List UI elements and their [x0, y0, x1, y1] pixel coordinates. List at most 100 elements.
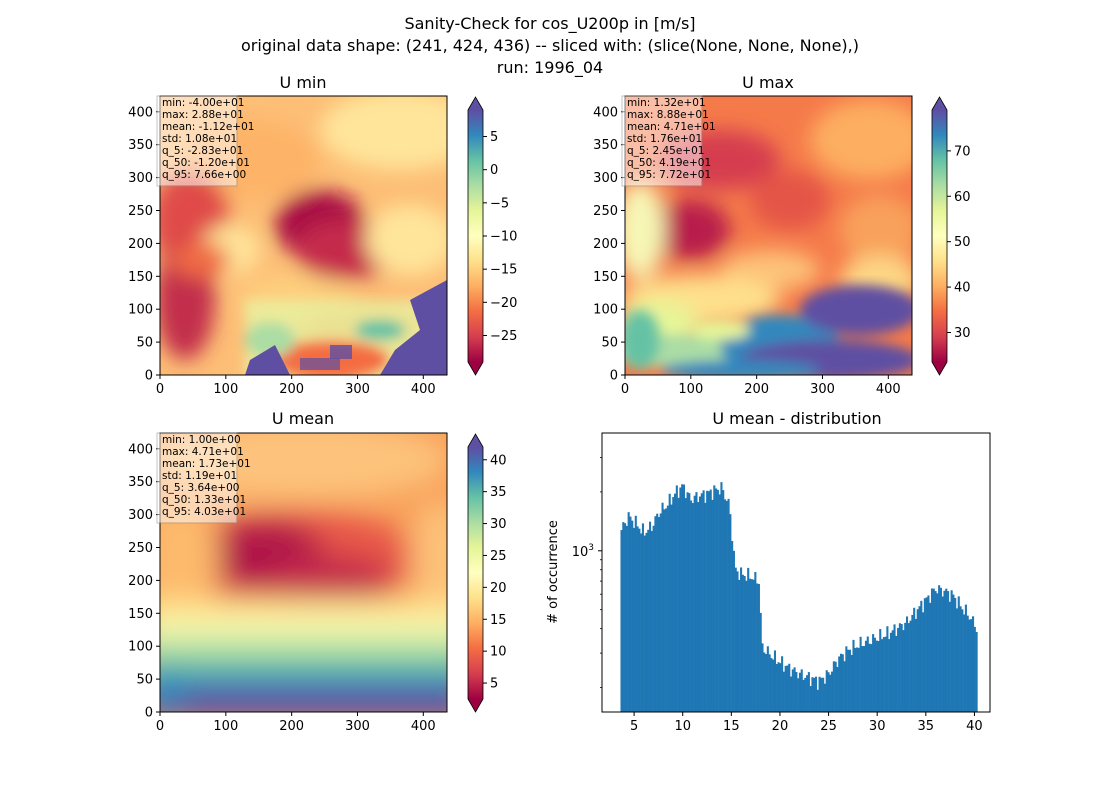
colorbar-tick-label: −10	[490, 230, 517, 245]
histogram-bar	[747, 567, 750, 712]
histogram-bar	[945, 588, 948, 712]
histogram-bar	[652, 525, 655, 712]
colorbar: 30 40 50 60 70	[931, 96, 971, 376]
colorbar-tick-label: 70	[954, 144, 971, 159]
histogram-bar	[690, 500, 693, 712]
x-tick-label: 300	[345, 382, 370, 397]
histogram-bar	[727, 498, 730, 712]
histogram-bar	[847, 649, 850, 712]
histogram-bar	[922, 612, 925, 712]
histogram-bar	[620, 530, 623, 712]
colorbar-extend-min	[468, 699, 483, 712]
histogram-bar	[798, 672, 802, 712]
histogram-bar	[773, 650, 777, 712]
histogram-bar	[638, 528, 641, 712]
x-tick-label: 100	[213, 719, 238, 734]
histogram-bar	[675, 485, 678, 712]
stat-line: q_50: -1.20e+01	[162, 157, 250, 169]
y-tick-label: 200	[128, 574, 153, 589]
x-tick-label: 5	[630, 719, 638, 734]
histogram-bar	[938, 585, 941, 712]
histogram-bar	[955, 608, 959, 712]
histogram-bar	[963, 614, 966, 712]
y-tick-label: 50	[601, 336, 618, 351]
histogram-bar	[632, 527, 636, 712]
histogram-bar	[679, 487, 682, 712]
histogram-bar	[765, 654, 768, 712]
histogram-bar	[740, 567, 743, 712]
histogram-bar	[856, 647, 859, 712]
y-axis-label: # of occurrence	[546, 520, 561, 624]
histogram-bar	[814, 676, 818, 712]
histogram-bar	[761, 643, 764, 712]
histogram-bar	[820, 677, 823, 712]
figure-title-line-1: Sanity-Check for cos_U200p in [m/s]	[404, 14, 695, 34]
histogram-bar	[661, 502, 664, 712]
histogram-bar	[722, 490, 725, 712]
histogram-bar	[777, 662, 780, 712]
histogram-bar	[970, 619, 973, 712]
histogram-bar	[754, 571, 757, 712]
y-tick-label: 0	[145, 706, 153, 721]
y-tick-label: 350	[593, 138, 618, 153]
histogram-bar	[831, 671, 834, 712]
colorbar-extend-max	[468, 97, 483, 110]
y-tick-label: 50	[136, 673, 153, 688]
histogram-bar	[954, 597, 957, 712]
histogram-bar	[697, 502, 700, 712]
histogram-bar	[911, 614, 914, 712]
histogram-bar	[732, 550, 735, 712]
y-tick-label: 150	[593, 270, 618, 285]
stats-box: min: -4.00e+01 max: 2.88e+01 mean: -1.12…	[156, 95, 254, 187]
x-tick-label: 10	[674, 719, 691, 734]
histogram-bar	[939, 587, 942, 712]
plot-frame	[159, 432, 448, 713]
y-axis: 0 50 100 150 200 250 300 350 400	[128, 442, 160, 721]
histogram-bar	[788, 663, 791, 712]
histogram-bar	[929, 602, 932, 712]
histogram-bar	[720, 482, 723, 712]
x-tick-label: 30	[869, 719, 886, 734]
histogram-bar	[918, 606, 921, 712]
histogram-bar	[631, 520, 634, 712]
stat-line: q_95: 7.72e+01	[627, 169, 711, 181]
histogram-bar	[913, 607, 916, 712]
panel-u-mean: U mean 0 50 100 150 200 250 300 350 400 0 100 200 3…	[128, 409, 506, 734]
stat-line: q_5: 2.45e+01	[627, 145, 704, 157]
histogram-bar	[622, 522, 625, 712]
x-axis: 0 100 200 300 400	[156, 712, 436, 734]
stats-box: min: 1.32e+01 max: 8.88e+01 mean: 4.71e+…	[621, 95, 716, 187]
y-tick-label: 400	[128, 105, 153, 120]
histogram-bar	[682, 484, 686, 712]
histogram-bar	[786, 665, 789, 712]
panel-u-mean-distribution: U mean - distribution 5 10 15 20 25 30 35 40 10…	[546, 409, 991, 734]
histogram-bar	[809, 686, 812, 712]
histogram-bar	[759, 612, 762, 712]
panel-title: U mean	[272, 409, 334, 428]
histogram-bar	[725, 500, 728, 712]
panel-title: U min	[280, 73, 327, 92]
stat-line: q_95: 4.03e+01	[162, 506, 246, 518]
histogram-bar	[684, 498, 687, 712]
stat-line: min: 1.00e+00	[162, 434, 241, 446]
plot-frame	[624, 95, 913, 376]
x-tick-label: 0	[621, 382, 629, 397]
histogram-bar	[800, 669, 803, 712]
histogram-bar	[932, 588, 935, 712]
histogram-bar	[823, 683, 826, 712]
histogram-bar	[781, 656, 784, 712]
histogram-bar	[802, 679, 805, 712]
histogram-bar	[766, 646, 769, 712]
histogram-bar	[666, 505, 669, 712]
histogram-bar	[650, 530, 653, 712]
y-tick-label: 300	[128, 171, 153, 186]
histogram-bar	[768, 654, 771, 712]
colorbar-tick-label: 30	[490, 517, 507, 532]
plot-frame	[601, 432, 991, 713]
histogram-bar	[968, 619, 971, 712]
histogram-bar	[863, 646, 866, 712]
histogram-bar	[806, 675, 809, 712]
histogram-bar	[893, 624, 896, 712]
histogram-bar	[886, 626, 889, 712]
histogram-bar	[745, 580, 748, 712]
